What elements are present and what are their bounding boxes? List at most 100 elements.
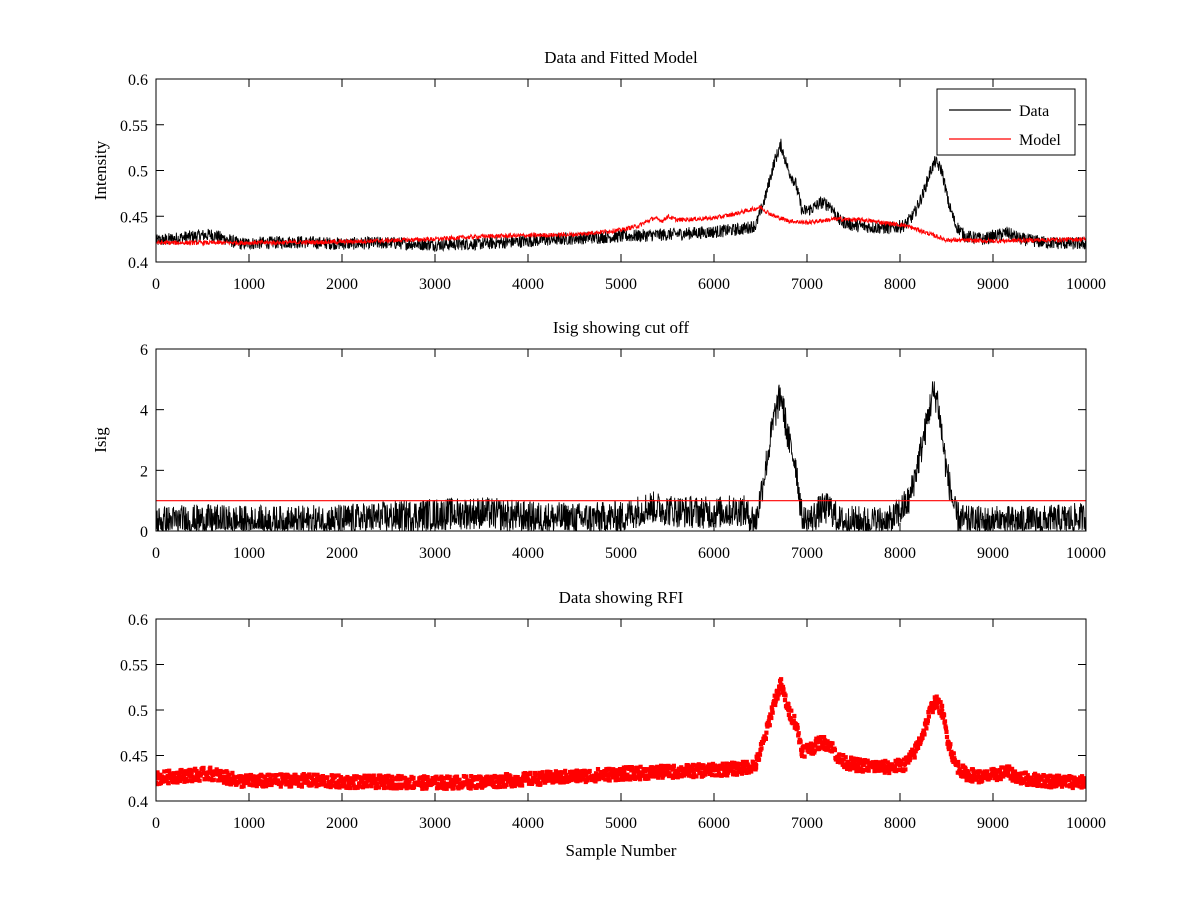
rfi-point xyxy=(998,777,1003,782)
rfi-point xyxy=(274,773,279,778)
x-tick-label: 10000 xyxy=(1066,276,1106,293)
rfi-point xyxy=(942,719,948,724)
rfi-point xyxy=(757,752,763,757)
x-tick-label: 4000 xyxy=(512,545,544,562)
x-tick-label: 3000 xyxy=(419,276,451,293)
rfi-point xyxy=(424,785,429,790)
rfi-point xyxy=(1081,784,1086,789)
data-point xyxy=(711,767,717,773)
rfi-point xyxy=(389,774,394,779)
rfi-point xyxy=(325,775,330,780)
y-tick-label: 0.6 xyxy=(128,72,148,89)
data-point xyxy=(939,707,945,713)
y-tick-label: 0.45 xyxy=(120,209,148,226)
data-point xyxy=(237,778,243,784)
rfi-point xyxy=(369,784,374,789)
rfi-point xyxy=(540,770,545,775)
data-point xyxy=(479,779,484,785)
series-model-line xyxy=(156,204,1086,247)
rfi-point xyxy=(925,718,930,723)
x-tick-label: 5000 xyxy=(605,815,637,832)
y-tick-label: 0 xyxy=(140,524,148,541)
rfi-point xyxy=(587,768,592,774)
rfi-point xyxy=(759,746,764,751)
rfi-point xyxy=(912,755,917,760)
x-tick-label: 2000 xyxy=(326,276,358,293)
x-tick-label: 8000 xyxy=(884,545,916,562)
x-tick-label: 1000 xyxy=(233,276,265,293)
rfi-point xyxy=(756,757,762,762)
rfi-point xyxy=(924,726,929,731)
x-tick-label: 9000 xyxy=(977,545,1009,562)
rfi-point xyxy=(607,778,612,783)
rfi-point xyxy=(903,767,908,772)
rfi-point xyxy=(250,783,256,788)
legend-label: Data xyxy=(1019,103,1049,120)
x-tick-label: 9000 xyxy=(977,276,1009,293)
rfi-point xyxy=(386,773,391,778)
rfi-point xyxy=(802,754,807,759)
data-point xyxy=(432,780,438,786)
rfi-point xyxy=(843,755,848,760)
rfi-point xyxy=(764,730,769,735)
data-point xyxy=(1078,779,1084,785)
y-tick-label: 0.6 xyxy=(128,612,148,629)
rfi-point xyxy=(425,775,430,780)
rfi-point xyxy=(709,773,715,778)
y-tick-label: 0.4 xyxy=(128,255,148,272)
x-tick-label: 4000 xyxy=(512,276,544,293)
rfi-point xyxy=(866,768,871,773)
data-point xyxy=(386,779,391,785)
rfi-point xyxy=(211,777,216,782)
rfi-point xyxy=(348,785,353,791)
rfi-point xyxy=(773,702,778,708)
rfi-point xyxy=(367,773,372,778)
y-axis-label: Intensity xyxy=(91,140,110,200)
y-tick-label: 2 xyxy=(140,463,148,480)
rfi-point xyxy=(944,729,949,734)
rfi-point xyxy=(371,773,376,778)
x-tick-label: 5000 xyxy=(605,276,637,293)
rfi-point xyxy=(201,765,206,770)
rfi-point xyxy=(579,777,584,782)
rfi-point xyxy=(985,769,990,774)
rfi-point xyxy=(908,756,913,761)
data-point xyxy=(928,707,934,713)
x-tick-label: 0 xyxy=(152,276,160,293)
rfi-point xyxy=(938,700,943,705)
data-point xyxy=(851,762,856,768)
data-point xyxy=(962,771,968,777)
y-tick-label: 4 xyxy=(140,403,148,420)
rfi-point xyxy=(804,742,810,747)
rfi-point xyxy=(620,777,626,782)
data-point xyxy=(888,764,894,770)
rfi-point xyxy=(411,775,416,780)
x-tick-label: 4000 xyxy=(512,815,544,832)
data-point xyxy=(762,734,768,740)
rfi-point xyxy=(528,770,533,775)
x-tick-label: 1000 xyxy=(233,815,265,832)
rfi-point xyxy=(720,761,725,766)
rfi-point xyxy=(616,777,622,782)
rfi-point xyxy=(776,692,781,697)
x-tick-label: 5000 xyxy=(605,545,637,562)
rfi-point xyxy=(533,773,538,778)
rfi-point xyxy=(167,768,172,773)
x-tick-label: 1000 xyxy=(233,545,265,562)
rfi-point xyxy=(333,773,338,778)
data-point xyxy=(902,762,908,768)
data-point xyxy=(665,769,670,775)
data-point xyxy=(932,698,938,704)
rfi-point xyxy=(457,777,462,782)
rfi-point xyxy=(837,752,842,757)
x-tick-label: 10000 xyxy=(1066,815,1106,832)
rfi-point xyxy=(439,774,444,779)
rfi-point xyxy=(737,762,742,767)
rfi-point xyxy=(935,705,940,710)
chart-title: Data and Fitted Model xyxy=(544,48,698,67)
rfi-point xyxy=(538,781,543,786)
rfi-point xyxy=(671,763,676,768)
rfi-point xyxy=(723,765,728,770)
rfi-point xyxy=(226,772,232,777)
rfi-point xyxy=(730,765,735,770)
